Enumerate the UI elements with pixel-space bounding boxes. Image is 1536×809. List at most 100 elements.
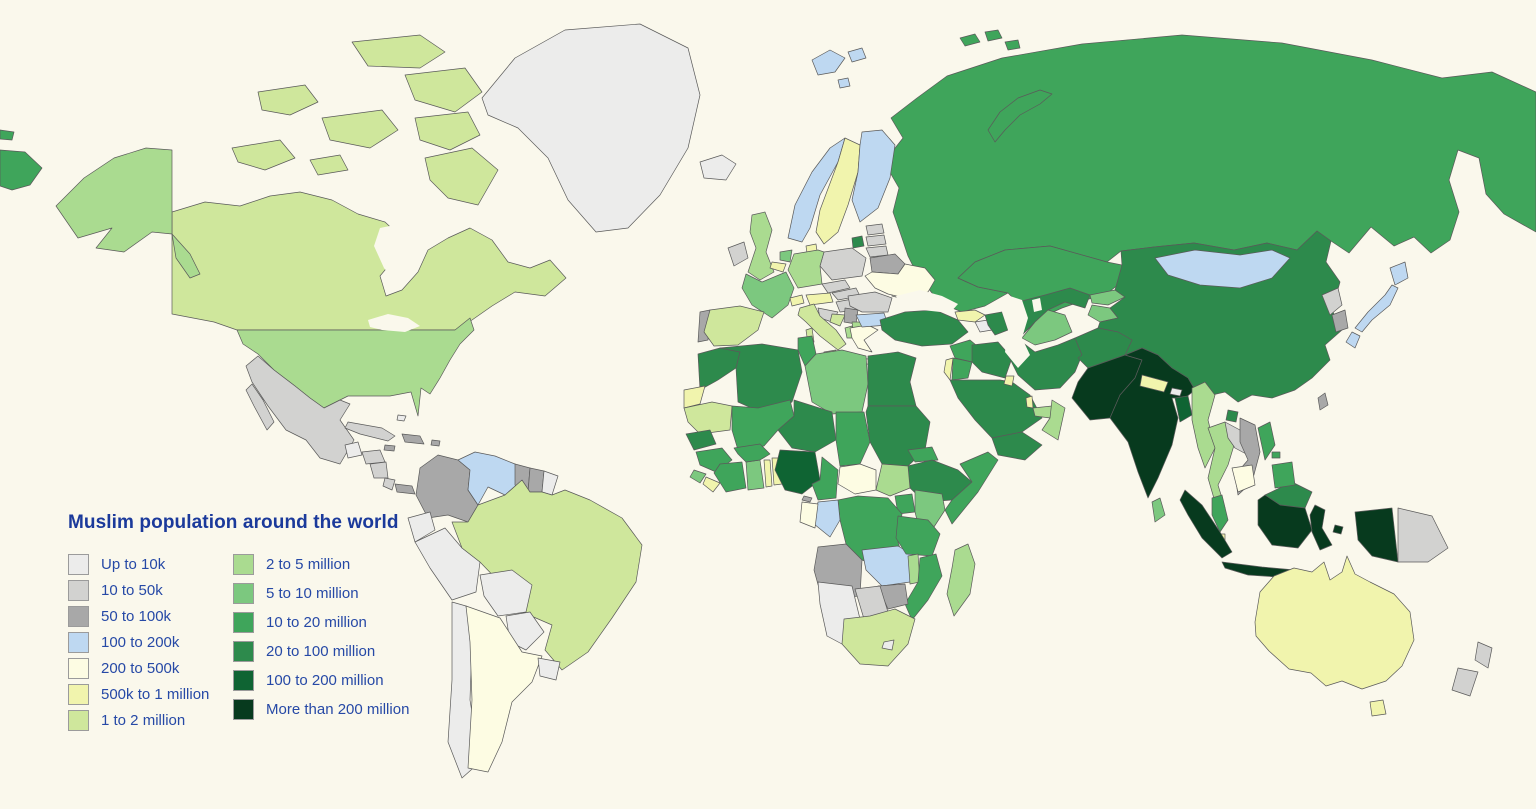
- legend-swatch: [233, 583, 254, 604]
- legend-label: 10 to 20 million: [266, 614, 367, 631]
- region-jordan: [951, 357, 973, 381]
- region-togo: [763, 459, 773, 488]
- region-georgia: [954, 309, 986, 323]
- region-cambodia: [1231, 464, 1256, 493]
- region-ukraine: [864, 263, 936, 299]
- region-western-sahara: [683, 385, 706, 409]
- region-ecuador: [407, 511, 436, 543]
- legend-item: 20 to 100 million: [233, 641, 488, 662]
- legend-item: 1 to 2 million: [68, 710, 233, 731]
- region-malaysia: [1211, 494, 1229, 533]
- legend-label: 50 to 100k: [101, 608, 172, 625]
- black-sea-water: [896, 290, 958, 313]
- region-suriname: [527, 467, 545, 493]
- region-switzerland: [789, 294, 805, 307]
- legend-label: 200 to 500k: [101, 660, 180, 677]
- region-latvia: [865, 234, 887, 247]
- region-germany: [787, 249, 825, 289]
- legend-columns: Up to 10k 10 to 50k 50 to 100k 100 to 200k 2…: [68, 554, 488, 736]
- legend-label: 100 to 200 million: [266, 672, 384, 689]
- region-argentina: [465, 605, 543, 773]
- region-finland: [851, 129, 896, 223]
- region-senegal: [685, 429, 717, 451]
- region-liberia: [702, 476, 721, 493]
- region-cameroon: [811, 456, 839, 501]
- region-south-sudan: [875, 463, 911, 497]
- legend-label: 5 to 10 million: [266, 585, 359, 602]
- region-uae: [1032, 405, 1053, 419]
- region-mauritania: [683, 401, 733, 435]
- legend-label: More than 200 million: [266, 701, 410, 718]
- legend-item: 200 to 500k: [68, 658, 233, 679]
- region-uruguay: [537, 657, 561, 681]
- region-panama: [394, 483, 416, 495]
- legend-swatch: [68, 710, 89, 731]
- region-costa-rica: [382, 477, 396, 491]
- region-somalia: [944, 451, 999, 525]
- region-egypt: [867, 351, 917, 407]
- region-franz-josef: [959, 29, 1021, 51]
- legend-item: 2 to 5 million: [233, 554, 488, 575]
- region-canada-arctic: [231, 34, 499, 206]
- region-lesotho: [881, 639, 895, 651]
- region-iceland: [699, 154, 737, 181]
- region-oman: [1041, 399, 1066, 441]
- region-uk: [747, 211, 775, 281]
- legend-swatch: [68, 658, 89, 679]
- region-iraq: [971, 341, 1013, 379]
- region-peru: [414, 527, 481, 601]
- legend-label: 100 to 200k: [101, 634, 180, 651]
- region-mozambique: [904, 553, 943, 621]
- region-russia-wrap: [0, 149, 43, 191]
- legend-swatch: [68, 554, 89, 575]
- region-qatar: [1025, 395, 1034, 409]
- region-eritrea: [907, 446, 939, 463]
- legend-column-right: 2 to 5 million 5 to 10 million 10 to 20 mi…: [233, 554, 488, 736]
- region-jamaica: [383, 444, 396, 452]
- region-greenland: [481, 23, 701, 233]
- region-taiwan: [1317, 392, 1329, 411]
- region-svalbard: [811, 47, 867, 89]
- region-japan: [1345, 261, 1409, 349]
- region-france: [741, 271, 795, 319]
- great-lakes-water: [368, 314, 420, 332]
- legend-item: More than 200 million: [233, 699, 488, 720]
- region-india: [1109, 347, 1196, 499]
- legend-swatch: [233, 641, 254, 662]
- caspian-sea-water: [1002, 296, 1030, 368]
- legend-item: 10 to 50k: [68, 580, 233, 601]
- legend-item: 100 to 200 million: [233, 670, 488, 691]
- region-niger: [777, 399, 837, 453]
- region-hispaniola: [401, 433, 425, 445]
- region-kaliningrad: [851, 235, 865, 249]
- region-south-africa: [841, 608, 916, 667]
- region-nicaragua: [369, 461, 389, 479]
- region-austria: [805, 292, 834, 306]
- legend-swatch: [68, 580, 89, 601]
- legend-swatch: [68, 684, 89, 705]
- region-philippines: [1257, 421, 1296, 489]
- region-saudi-arabia: [949, 379, 1043, 439]
- region-kyrgyzstan: [1089, 289, 1126, 306]
- region-china: [1097, 230, 1343, 403]
- region-kuwait: [1003, 375, 1015, 387]
- region-australia: [1254, 555, 1415, 690]
- region-bolivia: [479, 569, 533, 617]
- legend-label: Up to 10k: [101, 556, 166, 573]
- region-nigeria: [774, 449, 821, 495]
- legend-label: 20 to 100 million: [266, 643, 376, 660]
- region-brazil: [451, 479, 643, 671]
- region-puerto-rico: [430, 439, 441, 447]
- region-turkmenistan: [1021, 309, 1073, 346]
- region-netherlands: [779, 249, 793, 263]
- legend-label: 2 to 5 million: [266, 556, 351, 573]
- region-equatorial-guinea: [801, 495, 813, 503]
- region-estonia: [865, 223, 885, 236]
- region-cuba: [344, 421, 396, 442]
- legend-swatch: [68, 632, 89, 653]
- region-sri-lanka: [1151, 497, 1166, 523]
- region-ivory-coast: [713, 461, 747, 493]
- region-belgium: [769, 261, 787, 273]
- hudson-bay-water: [374, 224, 416, 286]
- aral-sea-water: [1032, 298, 1042, 312]
